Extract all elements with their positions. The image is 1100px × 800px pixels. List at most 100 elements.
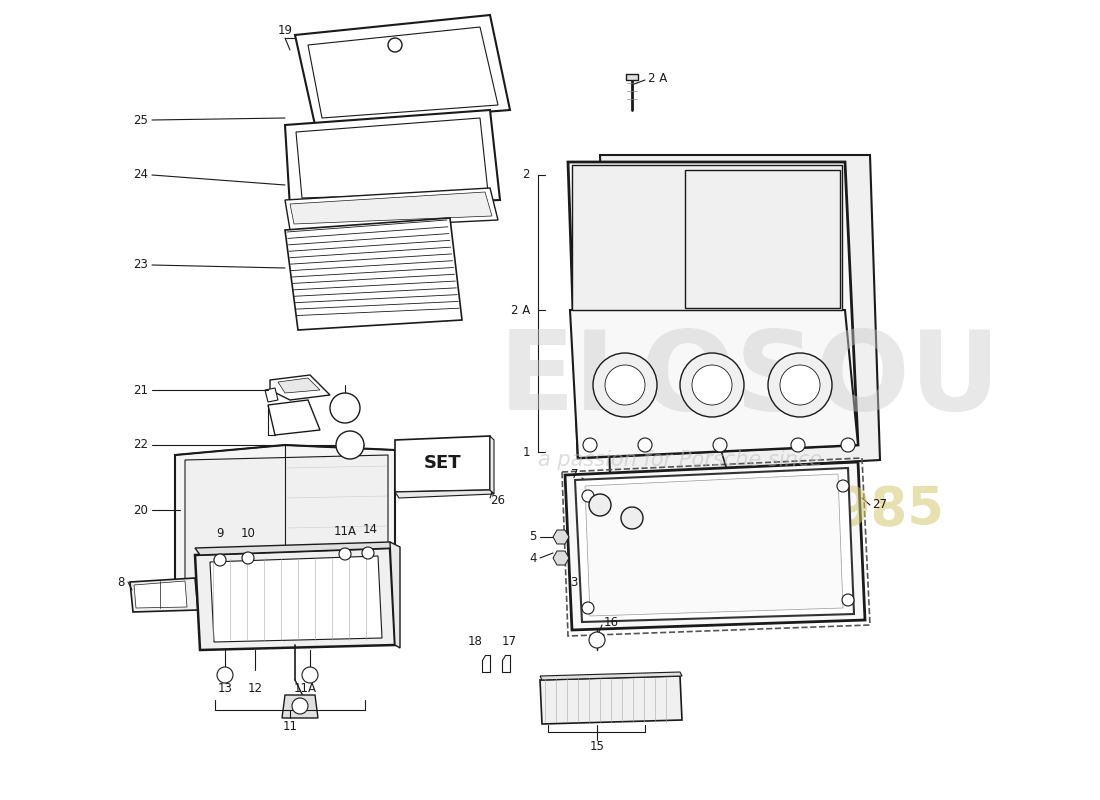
Circle shape xyxy=(768,353,832,417)
Polygon shape xyxy=(134,581,187,608)
Polygon shape xyxy=(210,556,382,642)
Circle shape xyxy=(692,365,732,405)
Polygon shape xyxy=(390,542,400,648)
Text: 16: 16 xyxy=(604,615,619,629)
Polygon shape xyxy=(585,474,843,616)
Circle shape xyxy=(302,667,318,683)
Polygon shape xyxy=(278,378,320,393)
Polygon shape xyxy=(296,118,488,198)
Circle shape xyxy=(242,552,254,564)
Polygon shape xyxy=(265,388,278,402)
Text: 11: 11 xyxy=(283,720,297,733)
Text: 10: 10 xyxy=(241,527,255,540)
Text: 21: 21 xyxy=(133,383,148,397)
Circle shape xyxy=(336,431,364,459)
Circle shape xyxy=(217,667,233,683)
Polygon shape xyxy=(268,400,320,435)
Circle shape xyxy=(842,438,855,452)
Circle shape xyxy=(582,602,594,614)
Polygon shape xyxy=(570,310,858,458)
Circle shape xyxy=(621,507,643,529)
Polygon shape xyxy=(285,110,500,208)
Text: 3: 3 xyxy=(571,575,578,589)
Polygon shape xyxy=(185,455,388,582)
Text: 14: 14 xyxy=(363,523,377,536)
Circle shape xyxy=(339,548,351,560)
Polygon shape xyxy=(685,170,840,308)
Polygon shape xyxy=(572,165,842,310)
Circle shape xyxy=(292,698,308,714)
Text: 20: 20 xyxy=(133,503,148,517)
Polygon shape xyxy=(282,695,318,718)
Circle shape xyxy=(605,365,645,405)
Circle shape xyxy=(582,490,594,502)
Polygon shape xyxy=(600,155,880,475)
Polygon shape xyxy=(565,462,865,630)
Polygon shape xyxy=(195,542,395,555)
Polygon shape xyxy=(553,551,569,565)
Circle shape xyxy=(638,438,652,452)
Polygon shape xyxy=(270,375,330,400)
Text: 7: 7 xyxy=(571,469,578,482)
Polygon shape xyxy=(130,578,198,612)
Circle shape xyxy=(713,438,727,452)
Text: 17: 17 xyxy=(502,635,517,648)
Circle shape xyxy=(388,38,401,52)
Polygon shape xyxy=(575,468,854,622)
Text: 1985: 1985 xyxy=(796,484,944,536)
Text: 2: 2 xyxy=(522,169,530,182)
Text: 18: 18 xyxy=(469,635,483,648)
Circle shape xyxy=(362,547,374,559)
Polygon shape xyxy=(568,162,858,458)
Circle shape xyxy=(214,554,225,566)
Polygon shape xyxy=(540,672,682,680)
Text: 24: 24 xyxy=(133,169,148,182)
Text: 13: 13 xyxy=(218,682,232,695)
Text: 11A: 11A xyxy=(294,682,317,695)
Circle shape xyxy=(791,438,805,452)
Polygon shape xyxy=(553,530,569,544)
Polygon shape xyxy=(290,192,492,224)
Text: 1: 1 xyxy=(522,446,530,458)
Polygon shape xyxy=(285,188,498,230)
Polygon shape xyxy=(540,676,682,724)
Polygon shape xyxy=(295,15,510,125)
Text: a passion for Porsche since: a passion for Porsche since xyxy=(538,450,822,470)
Text: 22: 22 xyxy=(133,438,148,451)
Circle shape xyxy=(780,365,820,405)
Text: 4: 4 xyxy=(529,551,537,565)
Text: 8: 8 xyxy=(118,575,125,589)
Polygon shape xyxy=(195,548,395,650)
Circle shape xyxy=(593,353,657,417)
Text: 2 A: 2 A xyxy=(510,303,530,317)
Text: 12: 12 xyxy=(248,682,263,695)
Circle shape xyxy=(842,594,854,606)
Text: 5: 5 xyxy=(529,530,537,543)
Polygon shape xyxy=(175,445,395,592)
Polygon shape xyxy=(285,218,462,330)
Circle shape xyxy=(330,393,360,423)
Polygon shape xyxy=(482,655,490,672)
Text: 23: 23 xyxy=(133,258,148,271)
Polygon shape xyxy=(490,436,494,494)
Polygon shape xyxy=(395,436,490,492)
Text: 19: 19 xyxy=(277,23,293,37)
Circle shape xyxy=(680,353,744,417)
Polygon shape xyxy=(502,655,510,672)
Polygon shape xyxy=(626,74,638,80)
Text: 25: 25 xyxy=(133,114,148,126)
Text: 9: 9 xyxy=(217,527,223,540)
Circle shape xyxy=(588,494,610,516)
Text: 15: 15 xyxy=(590,740,604,753)
Polygon shape xyxy=(395,490,494,498)
Text: 6: 6 xyxy=(609,491,617,505)
Text: 2 A: 2 A xyxy=(648,71,668,85)
Text: 27: 27 xyxy=(872,498,887,511)
Text: 11A: 11A xyxy=(333,525,356,538)
Circle shape xyxy=(588,632,605,648)
Polygon shape xyxy=(308,27,498,118)
Circle shape xyxy=(583,438,597,452)
Text: SET: SET xyxy=(425,454,462,472)
Text: 26: 26 xyxy=(490,494,505,506)
Text: ELOSOU: ELOSOU xyxy=(499,326,1001,434)
